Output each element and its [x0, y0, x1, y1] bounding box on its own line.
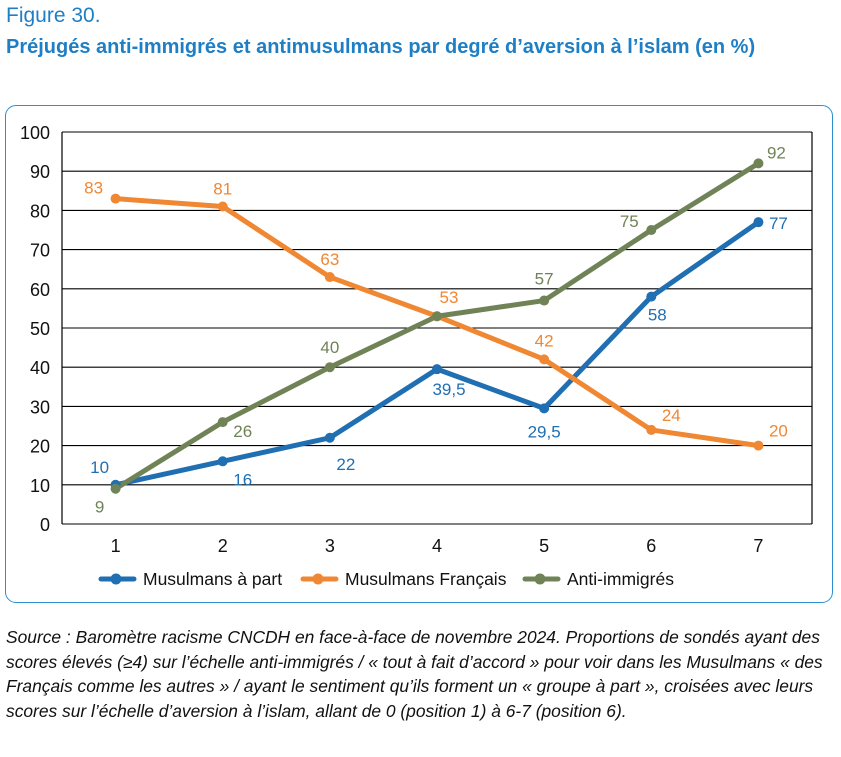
legend-label: Musulmans Français — [345, 569, 507, 589]
data-label: 29,5 — [528, 422, 561, 441]
y-tick-label: 20 — [30, 437, 50, 457]
data-label: 58 — [648, 306, 667, 325]
line-chart: 0 10 20 30 40 50 60 70 80 90 100 1 2 3 4 5 6 7 10 16 22 39,5 2… — [20, 123, 813, 589]
data-point — [110, 193, 121, 204]
data-point — [324, 272, 335, 283]
data-point — [753, 440, 764, 451]
data-point — [324, 432, 335, 443]
data-label: 57 — [535, 270, 554, 289]
data-point — [646, 291, 657, 302]
legend-marker — [110, 573, 122, 585]
data-point — [753, 217, 764, 228]
data-label: 22 — [336, 455, 355, 474]
legend-marker — [534, 573, 546, 585]
data-label: 24 — [662, 406, 681, 425]
data-point — [432, 364, 442, 375]
x-tick-label: 2 — [218, 536, 228, 556]
data-point — [539, 403, 550, 414]
data-point — [539, 295, 550, 306]
data-label: 16 — [233, 470, 252, 489]
y-tick-label: 40 — [30, 358, 50, 378]
source-note: Source : Baromètre racisme CNCDH en face… — [6, 627, 823, 721]
data-label: 20 — [769, 422, 788, 441]
data-label: 63 — [320, 250, 339, 269]
data-point — [646, 424, 657, 435]
y-tick-label: 30 — [30, 397, 50, 417]
y-tick-label: 70 — [30, 241, 50, 261]
figure-label: Figure 30. — [6, 4, 101, 27]
y-tick-label: 80 — [30, 201, 50, 221]
x-tick-label: 6 — [646, 536, 656, 556]
data-label: 40 — [320, 338, 339, 357]
y-tick-label: 60 — [30, 280, 50, 300]
legend-label: Anti-immigrés — [567, 569, 674, 589]
data-label: 53 — [440, 288, 459, 307]
data-label: 10 — [90, 458, 109, 477]
x-tick-label: 4 — [432, 536, 442, 556]
data-label: 26 — [233, 422, 252, 441]
data-point — [753, 158, 764, 169]
legend-marker — [312, 573, 324, 585]
data-label: 75 — [620, 212, 639, 231]
data-point — [217, 201, 228, 212]
chart-frame: 0 10 20 30 40 50 60 70 80 90 100 1 2 3 4 5 6 7 10 16 22 39,5 2… — [5, 105, 833, 603]
x-tick-label: 5 — [539, 536, 549, 556]
data-label: 77 — [769, 214, 788, 233]
data-point — [432, 311, 442, 322]
data-label: 83 — [84, 179, 103, 198]
chart-title: Préjugés anti-immigrés et antimusulmans … — [6, 36, 756, 58]
data-label: 39,5 — [432, 380, 465, 399]
data-label: 81 — [213, 179, 232, 198]
y-tick-label: 50 — [30, 319, 50, 339]
y-tick-label: 10 — [30, 476, 50, 496]
y-tick-label: 100 — [20, 123, 50, 143]
data-point — [217, 456, 228, 467]
data-point — [324, 362, 335, 373]
legend-label: Musulmans à part — [143, 569, 282, 589]
data-point — [539, 354, 550, 365]
y-tick-label: 90 — [30, 162, 50, 182]
data-label: 42 — [535, 331, 554, 350]
series-line — [113, 160, 761, 492]
x-tick-label: 1 — [111, 536, 121, 556]
x-tick-label: 3 — [325, 536, 335, 556]
data-label: 92 — [767, 143, 786, 162]
data-point — [646, 225, 657, 235]
data-point — [110, 483, 121, 494]
x-tick-label: 7 — [753, 536, 763, 556]
data-label: 9 — [95, 498, 104, 517]
y-tick-label: 0 — [40, 515, 50, 535]
data-point — [217, 417, 228, 428]
